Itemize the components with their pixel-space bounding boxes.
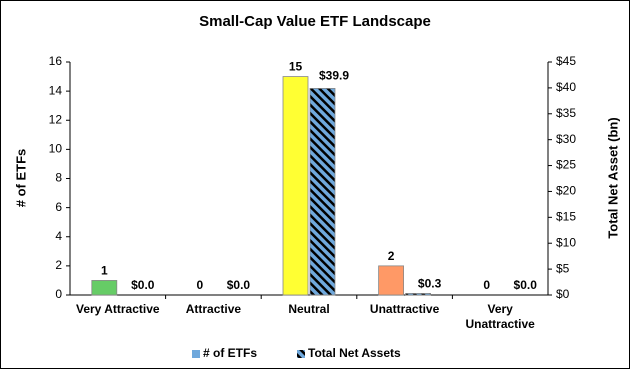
y2-axis-label: Total Net Asset (bn) [605, 117, 620, 238]
y-tick-label: 4 [55, 229, 62, 243]
y2-tick-label: $45 [556, 54, 576, 68]
y2-tick-label: $5 [556, 261, 570, 275]
x-tick-label: Neutral [288, 302, 330, 316]
y2-tick-label: $10 [556, 235, 576, 249]
value-label: $0.0 [514, 278, 538, 292]
y-tick-label: 2 [55, 258, 62, 272]
value-label: 0 [483, 278, 490, 292]
y2-tick-label: $30 [556, 132, 576, 146]
y-tick-label: 12 [49, 112, 63, 126]
legend-swatch [192, 350, 200, 358]
x-tick-label: Unattractive [369, 302, 440, 316]
y2-tick-label: $0 [556, 287, 570, 301]
y-tick-label: 14 [49, 83, 63, 97]
value-label: $0.0 [131, 278, 155, 292]
value-label: 0 [197, 278, 204, 292]
y-tick-label: 16 [49, 54, 63, 68]
y-tick-label: 8 [55, 171, 62, 185]
y2-tick-label: $20 [556, 184, 576, 198]
bar [378, 265, 405, 296]
value-label: $0.3 [418, 277, 442, 291]
bar [405, 293, 432, 296]
y2-tick-label: $25 [556, 158, 576, 172]
value-label: $0.0 [227, 278, 251, 292]
value-label: 2 [388, 249, 395, 263]
bar [309, 88, 336, 296]
y2-tick-label: $35 [556, 106, 576, 120]
bar [91, 280, 118, 296]
value-label: $39.9 [319, 69, 349, 83]
y-tick-label: 6 [55, 200, 62, 214]
value-label: 1 [101, 264, 108, 278]
y-tick-label: 0 [55, 287, 62, 301]
y2-tick-label: $40 [556, 80, 576, 94]
x-tick-label: Very Unattractive [465, 302, 535, 331]
y-tick-label: 10 [49, 142, 63, 156]
legend-swatch [297, 350, 305, 358]
y2-tick-label: $15 [556, 210, 576, 224]
x-tick-label: Very Attractive [75, 302, 160, 316]
legend-label: Total Net Assets [308, 346, 401, 360]
bar [282, 76, 309, 296]
chart-title: Small-Cap Value ETF Landscape [199, 13, 431, 30]
value-label: 15 [289, 60, 303, 74]
y-axis-label: # of ETFs [13, 149, 28, 208]
legend-label: # of ETFs [203, 346, 257, 360]
x-tick-label: Attractive [185, 302, 242, 316]
